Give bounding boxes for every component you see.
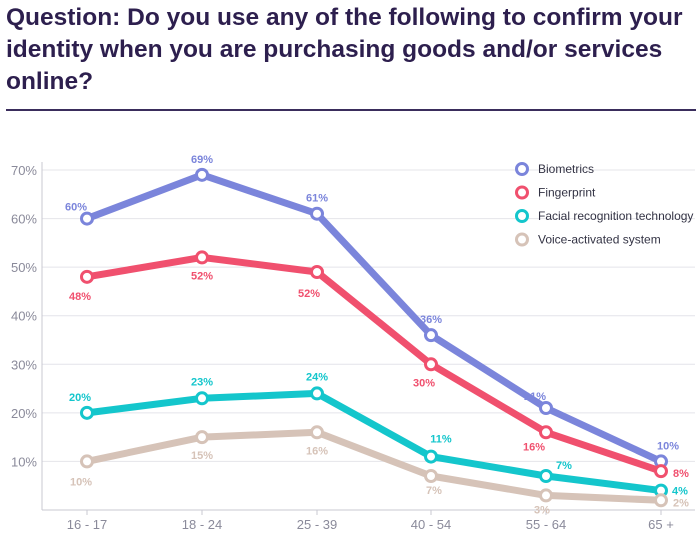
- y-tick-label: 60%: [11, 212, 37, 227]
- y-tick-label: 10%: [11, 454, 37, 469]
- data-point: [424, 328, 438, 343]
- data-label: 23%: [191, 376, 213, 388]
- data-label: 3%: [534, 504, 550, 516]
- chart-title: Question: Do you use any of the followin…: [6, 4, 683, 95]
- data-point: [310, 425, 324, 440]
- data-point: [539, 401, 553, 415]
- data-label: 8%: [673, 468, 689, 480]
- legend: Biometrics Fingerprint Facial recognition …: [515, 162, 693, 247]
- data-label: 20%: [69, 392, 91, 404]
- x-tick-label: 55 - 64: [526, 517, 566, 532]
- data-label: 61%: [306, 193, 328, 205]
- data-label: 60%: [65, 202, 87, 214]
- data-label: 10%: [70, 476, 92, 488]
- x-tick-label: 40 - 54: [411, 517, 451, 532]
- series-line-2: [83, 389, 665, 495]
- legend-marker: [515, 162, 529, 176]
- data-label: 16%: [523, 441, 545, 453]
- data-point: [80, 211, 94, 226]
- data-label: 2%: [673, 497, 689, 509]
- legend-label: Fingerprint: [538, 186, 596, 200]
- y-tick-label: 50%: [11, 260, 37, 275]
- data-point: [539, 488, 553, 503]
- y-tick-label: 30%: [11, 357, 37, 372]
- data-point: [310, 265, 324, 279]
- data-point: [195, 250, 209, 265]
- data-point: [424, 449, 438, 464]
- x-tick-label: 25 - 39: [297, 517, 337, 532]
- data-label: 11%: [430, 434, 452, 446]
- data-point: [654, 493, 668, 508]
- series-line-3: [83, 428, 665, 504]
- data-point: [424, 469, 438, 483]
- data-point: [195, 167, 209, 182]
- data-label: 7%: [426, 485, 442, 497]
- legend-label: Facial recognition technology: [538, 209, 693, 223]
- data-label: 69%: [191, 154, 213, 166]
- data-label: 21%: [524, 391, 546, 403]
- legend-label: Biometrics: [538, 162, 594, 176]
- x-tick-label: 65 +: [648, 517, 674, 532]
- data-label: 16%: [306, 445, 328, 457]
- data-label: 24%: [306, 371, 328, 383]
- y-tick-label: 70%: [11, 163, 37, 178]
- data-label: 30%: [413, 377, 435, 389]
- series-line-1: [83, 253, 665, 475]
- data-point: [310, 206, 324, 221]
- data-labels: 60% 69% 61% 36% 21% 10% 48% 52% 52% 30% 16% 8% 20% 23…: [65, 154, 689, 517]
- series-lines: [80, 167, 668, 508]
- data-label: 52%: [298, 288, 320, 300]
- series-line-0: [83, 171, 665, 465]
- axes: 10% 20% 30% 40% 50% 60% 70% 16 - 17 18 - 24 25 - …: [11, 162, 695, 532]
- data-label: 10%: [657, 440, 679, 452]
- data-label: 52%: [191, 270, 213, 282]
- data-point: [539, 425, 553, 440]
- x-tick-label: 18 - 24: [182, 517, 222, 532]
- legend-marker: [515, 232, 529, 247]
- data-point: [80, 454, 94, 469]
- data-point: [195, 430, 209, 445]
- data-point: [310, 386, 324, 401]
- legend-marker: [515, 185, 529, 200]
- data-point: [80, 269, 94, 284]
- data-point: [539, 469, 553, 483]
- data-point: [80, 405, 94, 420]
- legend-marker: [515, 209, 529, 223]
- y-tick-label: 20%: [11, 406, 37, 421]
- data-label: 15%: [191, 450, 213, 462]
- data-label: 48%: [69, 291, 91, 303]
- x-tick-label: 16 - 17: [67, 517, 107, 532]
- data-label: 4%: [672, 486, 688, 498]
- legend-label: Voice-activated system: [538, 233, 661, 247]
- title-divider: [6, 109, 696, 111]
- data-label: 36%: [420, 314, 442, 326]
- y-tick-label: 40%: [11, 309, 37, 324]
- data-point: [195, 391, 209, 406]
- data-point: [424, 357, 438, 372]
- data-point: [654, 464, 668, 479]
- data-label: 7%: [556, 460, 572, 472]
